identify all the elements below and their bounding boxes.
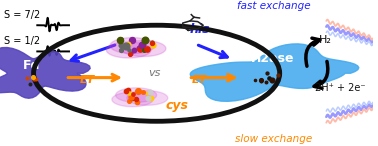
Polygon shape	[110, 38, 155, 54]
Polygon shape	[0, 47, 90, 98]
Text: S = 7/2: S = 7/2	[4, 10, 40, 20]
Text: Fd: Fd	[23, 59, 40, 72]
Text: his: his	[189, 23, 210, 36]
Text: ET: ET	[80, 75, 95, 85]
Polygon shape	[106, 42, 151, 58]
Text: H₂: H₂	[319, 35, 332, 45]
Text: vs: vs	[149, 68, 161, 78]
Text: 2H⁺ + 2e⁻: 2H⁺ + 2e⁻	[315, 83, 366, 93]
Polygon shape	[121, 41, 166, 57]
Text: H2ase: H2ase	[251, 52, 294, 65]
Polygon shape	[116, 88, 156, 102]
Polygon shape	[127, 91, 168, 105]
Text: cys: cys	[166, 99, 189, 112]
Text: ET: ET	[192, 75, 207, 85]
Polygon shape	[112, 92, 153, 107]
Text: fast exchange: fast exchange	[237, 1, 311, 11]
Text: S = 1/2: S = 1/2	[4, 36, 40, 46]
Text: slow exchange: slow exchange	[235, 134, 313, 144]
Polygon shape	[190, 44, 359, 101]
